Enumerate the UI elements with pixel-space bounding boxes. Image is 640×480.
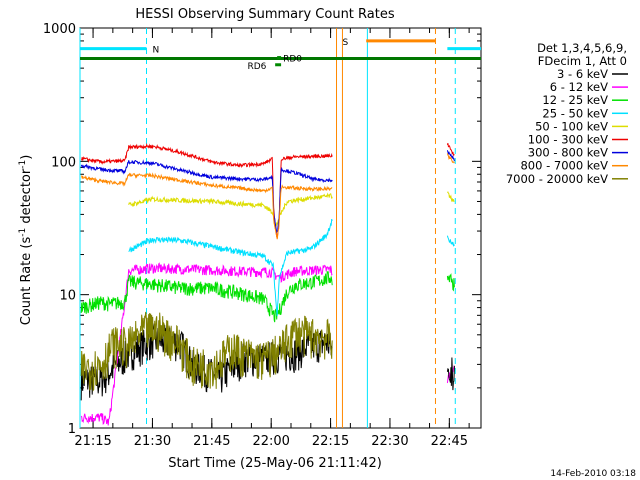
- y-tick-label: 100: [51, 155, 76, 170]
- series-line: [128, 218, 333, 317]
- legend-entry-label: 800 - 7000 keV: [520, 159, 608, 173]
- x-tick-label: 21:45: [193, 434, 230, 449]
- series-segment: [446, 150, 455, 162]
- flag-label: RD6: [247, 62, 266, 72]
- series-line: [80, 323, 333, 401]
- flag-label: S: [342, 38, 348, 48]
- flag-label: N: [152, 46, 159, 56]
- series-segment: [447, 191, 455, 203]
- series-segment: [446, 357, 455, 391]
- series-segment: [446, 153, 455, 164]
- series-segment: [446, 143, 455, 157]
- chart-title: HESSI Observing Summary Count Rates: [135, 7, 394, 22]
- series-line: [80, 311, 333, 392]
- legend-entry-label: 7000 - 20000 keV: [506, 172, 608, 186]
- series-segment: [446, 273, 455, 292]
- x-axis-label: Start Time (25-May-06 21:11:42): [168, 456, 382, 471]
- x-tick-label: 22:30: [371, 434, 408, 449]
- legend-entry-label: 6 - 12 keV: [550, 80, 608, 94]
- series-line: [81, 172, 333, 240]
- series-line: [80, 270, 333, 323]
- x-tick-label: 22:15: [312, 434, 349, 449]
- x-tick-label: 21:30: [134, 434, 171, 449]
- series-line: [81, 142, 333, 239]
- series-line: [80, 262, 333, 426]
- y-tick-label: 1: [68, 422, 76, 437]
- series-line: [80, 159, 333, 234]
- y-tick-label: 1000: [43, 22, 76, 37]
- legend-entry-label: 3 - 6 keV: [557, 67, 608, 81]
- series-line: [128, 192, 333, 229]
- legend-entry-label: 25 - 50 keV: [542, 106, 608, 120]
- x-tick-label: 22:00: [252, 434, 289, 449]
- timestamp: 14-Feb-2010 03:18: [550, 469, 636, 479]
- x-tick-label: 21:15: [74, 434, 111, 449]
- plot-frame: [79, 27, 482, 429]
- flag-label: RD0: [283, 55, 302, 65]
- legend: Det 1,3,4,5,6,9, FDecim 1, Att 0 3 - 6 k…: [506, 41, 628, 186]
- legend-header-line2: FDecim 1, Att 0: [538, 54, 627, 68]
- legend-entry-label: 50 - 100 keV: [535, 119, 608, 133]
- legend-header-line1: Det 1,3,4,5,6,9,: [537, 41, 627, 55]
- legend-entry-label: 100 - 300 keV: [528, 133, 608, 147]
- legend-entry-label: 12 - 25 keV: [542, 93, 608, 107]
- y-tick-label: 10: [59, 289, 76, 304]
- series-segment: [446, 235, 455, 248]
- y-axis-label: Count Rate (s-1 detector-1): [18, 155, 34, 326]
- legend-entry-label: 300 - 800 keV: [528, 146, 608, 160]
- x-tick-label: 22:45: [431, 434, 468, 449]
